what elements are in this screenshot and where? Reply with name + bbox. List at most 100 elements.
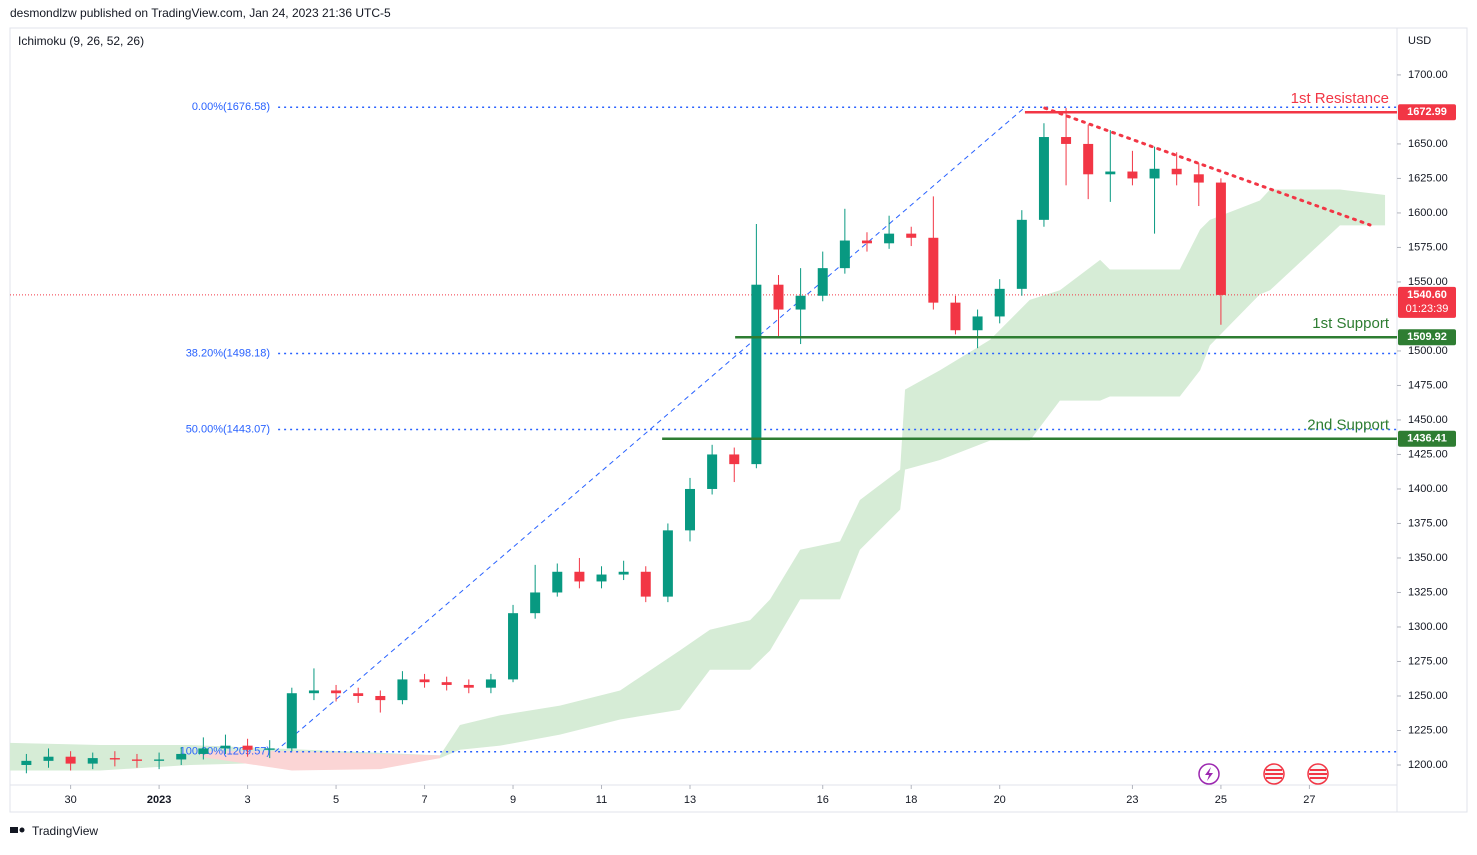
y-tick-label: 1300.00 [1408, 621, 1448, 633]
frame [9, 27, 1468, 813]
x-tick-label: 2023 [147, 794, 171, 806]
fib-label: 38.20%(1498.18) [186, 347, 270, 359]
ichimoku-cloud [10, 189, 1386, 771]
y-tick-label: 1450.00 [1408, 414, 1448, 426]
level-price: 1672.99 [1407, 106, 1447, 118]
y-tick-label: 1500.00 [1408, 345, 1448, 357]
x-tick-label: 11 [596, 794, 607, 806]
y-tick-label: 1425.00 [1408, 448, 1448, 460]
candle-body [176, 753, 187, 760]
countdown: 01:23:39 [1406, 303, 1449, 315]
ichimoku-cloud [200, 751, 441, 771]
candle-body [65, 756, 76, 764]
candle-body [308, 690, 319, 694]
candle-body [353, 693, 364, 696]
fib-label: 50.00%(1443.07) [186, 423, 270, 435]
x-tick-label: 5 [333, 794, 339, 806]
candle-body [596, 574, 607, 582]
candle-body [994, 288, 1005, 317]
y-tick-label: 1575.00 [1408, 241, 1448, 253]
candle-body [1149, 168, 1160, 179]
candle-body [552, 571, 563, 593]
x-tick-label: 7 [421, 794, 427, 806]
x-tick-label: 16 [817, 794, 829, 806]
candle-body [87, 758, 98, 764]
y-tick-label: 1325.00 [1408, 586, 1448, 598]
candle-body [1215, 182, 1226, 295]
level-price: 1509.92 [1407, 331, 1447, 343]
y-tick-label: 1275.00 [1408, 655, 1448, 667]
candle-body [131, 759, 142, 761]
candle-body [1038, 137, 1049, 220]
currency: USD [1408, 35, 1431, 47]
candle-body [795, 295, 806, 310]
candle-body [508, 613, 519, 680]
x-tick-label: 30 [64, 794, 76, 806]
y-tick-label: 1200.00 [1408, 759, 1448, 771]
level-name: 1st Support [1312, 315, 1390, 332]
candle-body [331, 690, 342, 694]
candle-body [950, 302, 961, 331]
candle-body [463, 684, 474, 688]
y-tick-label: 1550.00 [1408, 276, 1448, 288]
fib-diagonal [274, 106, 1026, 753]
level-badge [1398, 430, 1456, 447]
x-tick-label: 27 [1303, 794, 1315, 806]
candle-body [1193, 174, 1204, 183]
candle-body [242, 745, 253, 750]
candle-body [43, 756, 54, 761]
y-tick-label: 1225.00 [1408, 724, 1448, 736]
x-tick-label: 13 [684, 794, 696, 806]
candle-body [839, 240, 850, 269]
trendline [1043, 106, 1372, 227]
candle-body [154, 759, 165, 761]
x-tick-label: 9 [510, 794, 516, 806]
level-price: 1436.41 [1407, 433, 1447, 445]
event-icons [1198, 763, 1329, 785]
candle-body [751, 284, 762, 465]
candle-body [662, 530, 673, 597]
candle-body [972, 316, 983, 331]
candle-body [1083, 143, 1094, 175]
candle-body [1105, 171, 1116, 175]
y-tick-label: 1475.00 [1408, 379, 1448, 391]
candle-body [1127, 171, 1138, 179]
candle-body [1171, 168, 1182, 175]
candle-body [198, 748, 209, 754]
candle-body [264, 748, 275, 750]
candle-body [485, 679, 496, 688]
byline: desmondlzw published on TradingView.com,… [10, 6, 391, 20]
candle-body [861, 240, 872, 244]
candle-body [1061, 137, 1072, 144]
brand: TradingView [32, 824, 98, 838]
candle-body [375, 695, 386, 701]
x-tick-label: 23 [1126, 794, 1138, 806]
candle-body [685, 488, 696, 531]
x-tick-label: 20 [994, 794, 1006, 806]
candle-body [640, 571, 651, 597]
candle-body [817, 268, 828, 296]
candle-body [884, 233, 895, 244]
candle-body [773, 284, 784, 310]
last-price: 1540.60 [1407, 289, 1447, 301]
y-tick-label: 1700.00 [1408, 69, 1448, 81]
y-tick-label: 1375.00 [1408, 517, 1448, 529]
candle-body [729, 454, 740, 465]
candle-body [419, 679, 430, 683]
candle-body [707, 454, 718, 489]
candle-body [618, 571, 629, 575]
x-tick-label: 3 [245, 794, 251, 806]
y-tick-label: 1250.00 [1408, 690, 1448, 702]
candle-body [21, 760, 32, 765]
candle-body [397, 679, 408, 701]
candle-body [220, 745, 231, 749]
y-tick-label: 1600.00 [1408, 207, 1448, 219]
level-badge [1398, 104, 1456, 121]
candle-body [928, 237, 939, 303]
y-tick-label: 1625.00 [1408, 172, 1448, 184]
candle-body [574, 571, 585, 582]
y-tick-label: 1650.00 [1408, 138, 1448, 150]
brand-logo: TradingView [10, 824, 98, 838]
